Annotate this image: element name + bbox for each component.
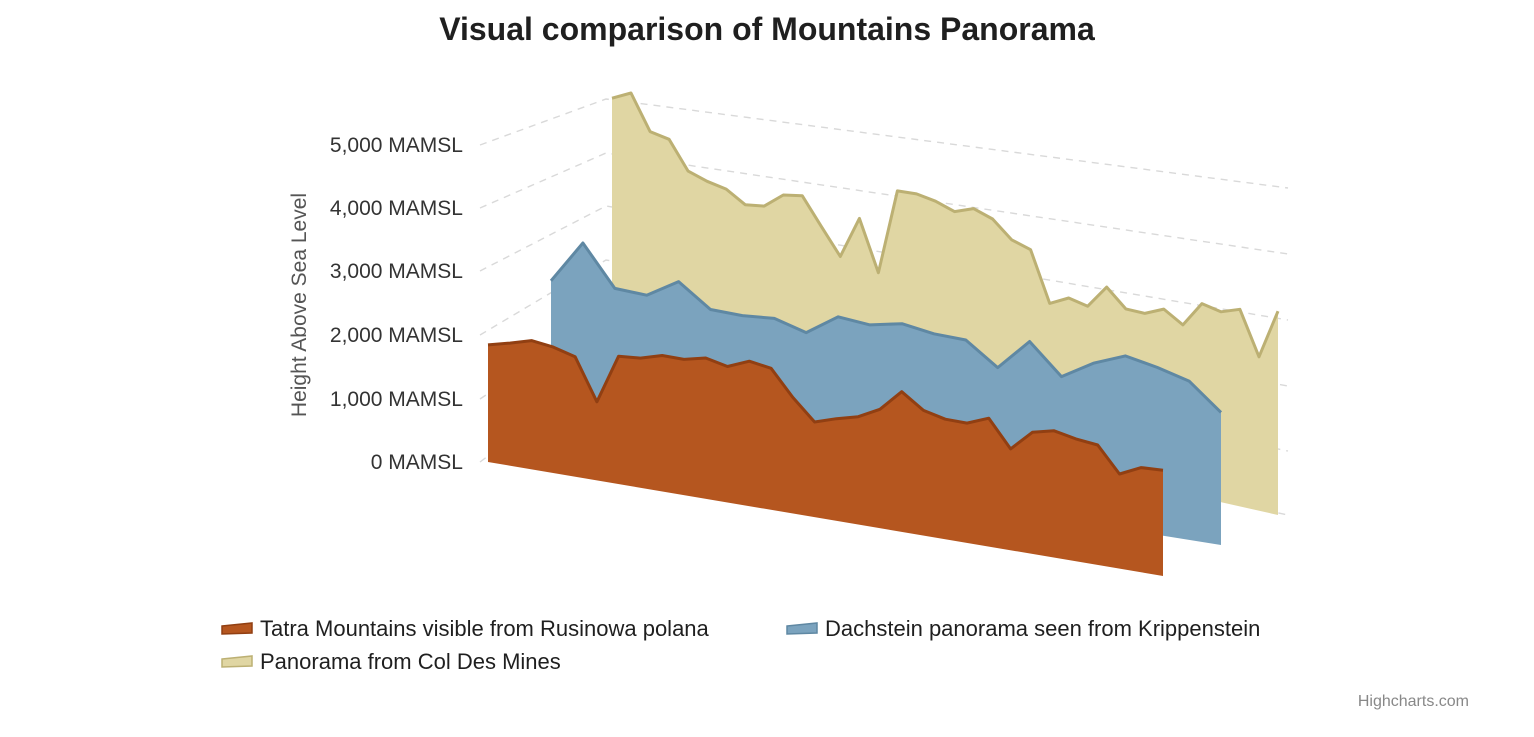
- y-tick-label: 1,000 MAMSL: [330, 388, 463, 411]
- legend-label: Tatra Mountains visible from Rusinowa po…: [260, 616, 710, 641]
- legend-symbol: [221, 655, 253, 668]
- gridline-4000: [479, 152, 1289, 255]
- legend-symbol: [786, 622, 818, 635]
- chart-title: Visual comparison of Mountains Panorama: [439, 11, 1095, 47]
- legend-label: Dachstein panorama seen from Krippenstei…: [825, 616, 1260, 641]
- legend-item-0[interactable]: Tatra Mountains visible from Rusinowa po…: [221, 616, 710, 641]
- legend-item-1[interactable]: Dachstein panorama seen from Krippenstei…: [786, 616, 1260, 641]
- y-axis-title: Height Above Sea Level: [288, 193, 311, 417]
- y-tick-label: 4,000 MAMSL: [330, 197, 463, 220]
- y-tick-label: 2,000 MAMSL: [330, 324, 463, 347]
- legend-label: Panorama from Col Des Mines: [260, 649, 561, 674]
- gridline-3000: [479, 205, 1289, 321]
- series-line[interactable]: [611, 91, 1280, 359]
- y-tick-label: 5,000 MAMSL: [330, 134, 463, 157]
- series-layer: [486, 91, 1280, 576]
- legend-item-2[interactable]: Panorama from Col Des Mines: [221, 649, 561, 674]
- y-axis: 0 MAMSL 1,000 MAMSL 2,000 MAMSL 3,000 MAMSL…: [330, 134, 463, 474]
- series-2[interactable]: [486, 339, 1164, 576]
- series-line[interactable]: [549, 241, 1223, 414]
- y-tick-label: 3,000 MAMSL: [330, 260, 463, 283]
- series-area[interactable]: [488, 340, 1163, 576]
- gridline-5000: [479, 98, 1289, 189]
- gridline-2000: [479, 259, 1289, 387]
- y-tick-label: 0 MAMSL: [371, 451, 463, 474]
- legend[interactable]: Tatra Mountains visible from Rusinowa po…: [221, 616, 1260, 674]
- legend-symbol: [221, 622, 253, 635]
- series-line[interactable]: [487, 339, 1164, 476]
- credits-link[interactable]: Highcharts.com: [1358, 693, 1469, 710]
